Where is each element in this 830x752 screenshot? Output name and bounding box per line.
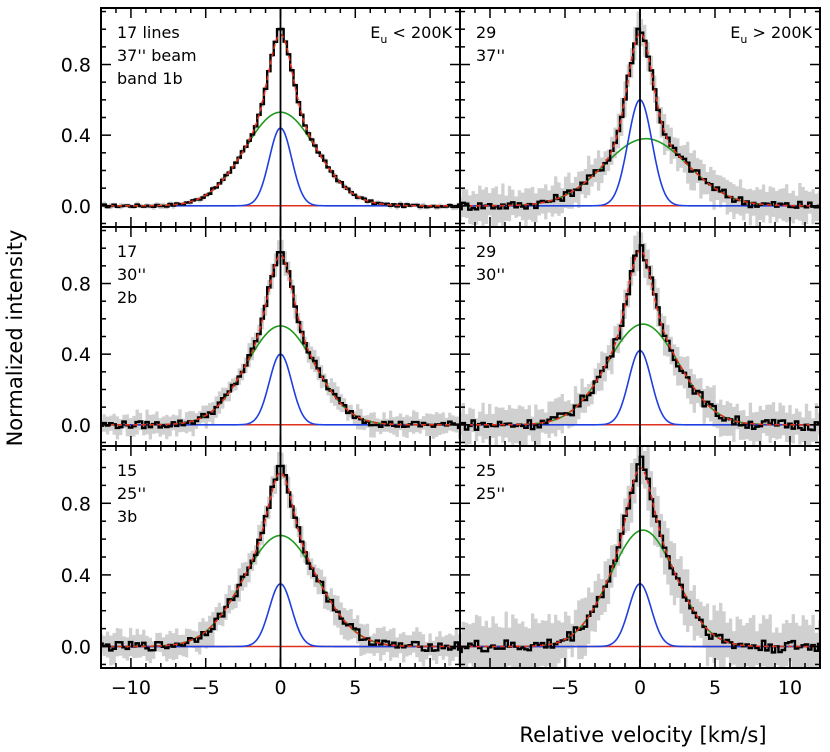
panel-annotation: 37'' beam xyxy=(117,46,197,65)
uncertainty-band xyxy=(101,451,460,667)
total-fit-curve xyxy=(101,472,460,648)
y-tick-label: 0.4 xyxy=(61,565,91,587)
panel-annotation: 29 xyxy=(476,23,496,42)
x-tick-label: 0 xyxy=(634,677,646,699)
x-tick-label: −5 xyxy=(192,677,220,699)
plot-area-p3 xyxy=(101,227,460,446)
plot-area-p5 xyxy=(101,446,460,668)
x-tick-label: 10 xyxy=(778,677,802,699)
y-tick-label: 0.4 xyxy=(61,125,91,147)
total-fit-curve xyxy=(460,32,820,207)
y-tick-label: 0.0 xyxy=(61,196,91,218)
panel-p6: 25 25'' xyxy=(459,445,821,669)
y-tick-label: 0.8 xyxy=(61,274,91,296)
panel-p3: 17 30'' 2b xyxy=(100,226,461,447)
panel-p2: 29 37'' Eu > 200K xyxy=(459,7,821,228)
x-tick-label: −10 xyxy=(111,677,151,699)
panel-p4: 29 30'' xyxy=(459,226,821,447)
panel-p1: 17 lines 37'' beam band 1b Eu < 200K xyxy=(100,7,461,228)
panel-annotation: 25 xyxy=(476,461,496,480)
panel-annotation: 15 xyxy=(117,461,137,480)
y-axis-title: Normalized intensity xyxy=(3,230,27,447)
x-tick-label: −5 xyxy=(551,677,579,699)
panel-annotation: band 1b xyxy=(117,69,183,88)
panel-annotation: 37'' xyxy=(476,46,505,65)
panel-annotation: 17 lines xyxy=(117,23,180,42)
panel-annotation: 2b xyxy=(117,288,137,307)
panel-annotation: 25'' xyxy=(117,484,146,503)
x-tick-label: 5 xyxy=(349,677,361,699)
panel-annotation: 25'' xyxy=(476,484,505,503)
plot-area-p2 xyxy=(460,8,820,227)
panel-annotation: 30'' xyxy=(476,265,505,284)
plot-area-p1 xyxy=(101,8,460,227)
panel-annotation: 17 xyxy=(117,242,137,261)
energy-threshold-label: Eu > 200K xyxy=(730,23,812,46)
panel-p5: 15 25'' 3b xyxy=(100,445,461,669)
panel-annotation: 3b xyxy=(117,507,137,526)
y-tick-label: 0.8 xyxy=(61,55,91,77)
y-tick-label: 0.0 xyxy=(61,415,91,437)
energy-threshold-label: Eu < 200K xyxy=(370,23,452,46)
panel-annotation: 30'' xyxy=(117,265,146,284)
total-fit-curve xyxy=(101,254,460,426)
y-tick-label: 0.4 xyxy=(61,344,91,366)
y-tick-label: 0.0 xyxy=(61,637,91,659)
x-axis-title: Relative velocity [km/s] xyxy=(519,723,766,747)
uncertainty-band xyxy=(101,239,460,440)
x-tick-label: 5 xyxy=(709,677,721,699)
panel-annotation: 29 xyxy=(476,242,496,261)
plot-area-p4 xyxy=(460,227,820,446)
y-tick-label: 0.8 xyxy=(61,493,91,515)
x-tick-label: 0 xyxy=(274,677,286,699)
plot-area-p6 xyxy=(460,446,820,668)
